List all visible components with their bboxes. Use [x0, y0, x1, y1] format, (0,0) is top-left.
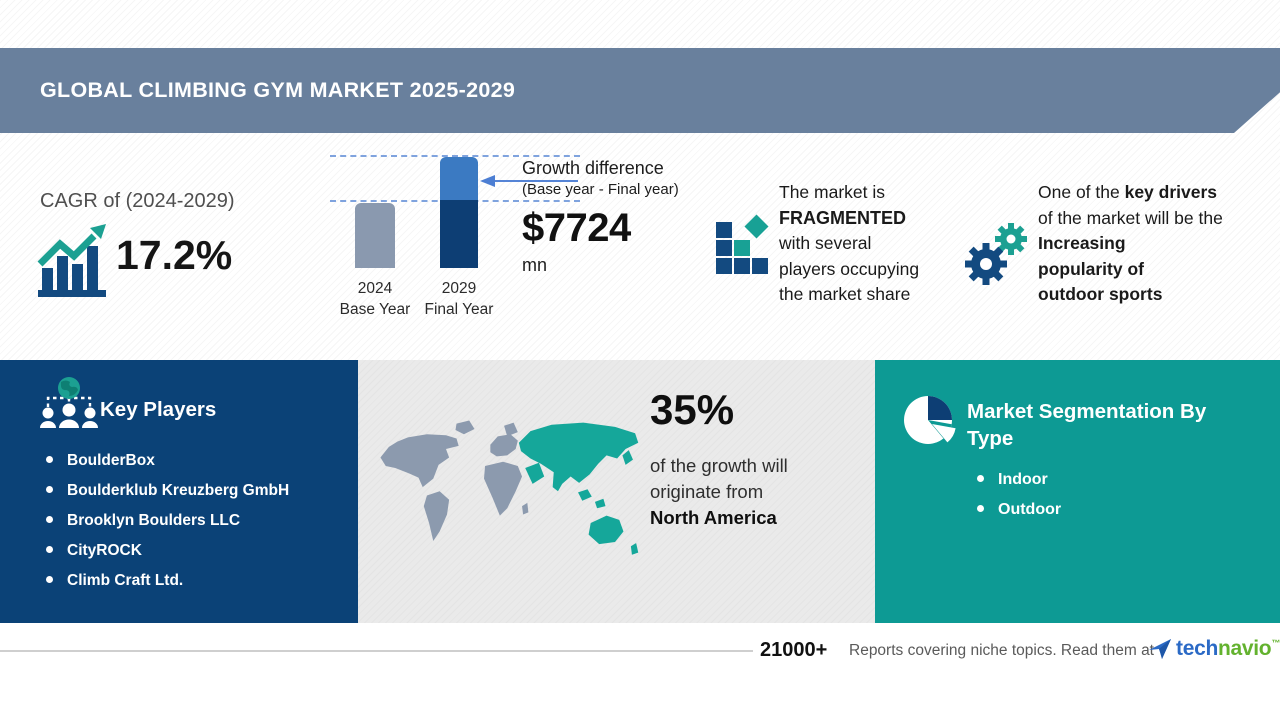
drivers-pre: One of the — [1038, 182, 1125, 202]
cagr-label: CAGR of (2024-2029) — [40, 190, 235, 212]
growth-difference-chart: 2024 Base Year 2029 Final Year — [330, 152, 580, 327]
bar-2024 — [355, 203, 395, 268]
footer-divider — [0, 650, 753, 652]
key-players-title: Key Players — [100, 398, 217, 421]
key-drivers-statement: One of the key drivers of the market wil… — [1038, 180, 1268, 308]
list-item: Brooklyn Boulders LLC — [46, 506, 289, 536]
growth-subtitle: (Base year - Final year) — [522, 181, 679, 198]
list-item: CityROCK — [46, 536, 289, 566]
report-count: 21000+ — [760, 639, 828, 661]
bar-2029-growth-segment — [440, 157, 478, 200]
list-item: BoulderBox — [46, 446, 289, 476]
header-band: GLOBAL CLIMBING GYM MARKET 2025-2029 — [0, 48, 1280, 133]
gears-icon — [965, 223, 1027, 285]
growth-pointer-arrow-icon — [480, 175, 578, 187]
final-year-label: Final Year — [424, 301, 494, 318]
drivers-bold4: outdoor sports — [1038, 284, 1163, 304]
guide-line-top — [330, 155, 580, 157]
segmentation-list: Indoor Outdoor — [977, 465, 1061, 525]
region-line1: of the growth will — [650, 455, 788, 476]
fragmented-squares-icon — [716, 214, 774, 278]
pie-chart-icon — [904, 396, 956, 444]
cagr-value: 17.2% — [116, 232, 233, 278]
frag-highlight: FRAGMENTED — [779, 207, 906, 228]
list-item: Outdoor — [977, 495, 1061, 525]
technavio-arrow-icon — [1149, 639, 1171, 659]
frag-line2: with several — [779, 233, 872, 253]
growth-difference-text: Growth difference (Base year - Final yea… — [522, 158, 679, 276]
technavio-wordmark: technavio™ — [1176, 637, 1280, 660]
frag-line4: the market share — [779, 284, 911, 304]
list-item: Indoor — [977, 465, 1061, 495]
region-percent: 35% — [650, 386, 735, 433]
bar-chart-growth-icon — [37, 224, 106, 297]
base-year-label: Base Year — [339, 301, 411, 318]
frag-line1: The market is — [779, 182, 885, 202]
drivers-line2: of the market will be the — [1038, 207, 1223, 228]
base-year-value: 2024 — [357, 280, 393, 297]
world-map — [380, 420, 639, 555]
list-item: Climb Craft Ltd. — [46, 566, 289, 596]
page-title: GLOBAL CLIMBING GYM MARKET 2025-2029 — [40, 78, 516, 102]
technavio-logo[interactable]: technavio™ — [1148, 637, 1280, 661]
fragmented-statement: The market is FRAGMENTED with several pl… — [779, 180, 964, 308]
footer-caption: Reports covering niche topics. Read them… — [849, 642, 1154, 659]
bar-2029-base-segment — [440, 200, 478, 268]
drivers-bold3: popularity of — [1038, 258, 1144, 279]
globe-org-chart-icon — [40, 377, 98, 428]
drivers-bold1: key drivers — [1124, 182, 1218, 202]
final-year-value: 2029 — [441, 280, 477, 297]
region-highlight: North America — [650, 507, 777, 528]
region-statement: of the growth will originate from North … — [650, 453, 788, 531]
growth-title: Growth difference — [522, 158, 664, 178]
growth-value: $7724 — [522, 206, 631, 250]
growth-unit: mn — [522, 255, 548, 275]
frag-line3: players occupying — [779, 258, 920, 279]
list-item: Boulderklub Kreuzberg GmbH — [46, 476, 289, 506]
region-line2: originate from — [650, 481, 764, 502]
key-players-list: BoulderBox Boulderklub Kreuzberg GmbH Br… — [46, 446, 289, 596]
drivers-bold2: Increasing — [1038, 233, 1126, 253]
region-panel — [358, 360, 875, 623]
segmentation-title: Market Segmentation By Type — [967, 400, 1207, 450]
